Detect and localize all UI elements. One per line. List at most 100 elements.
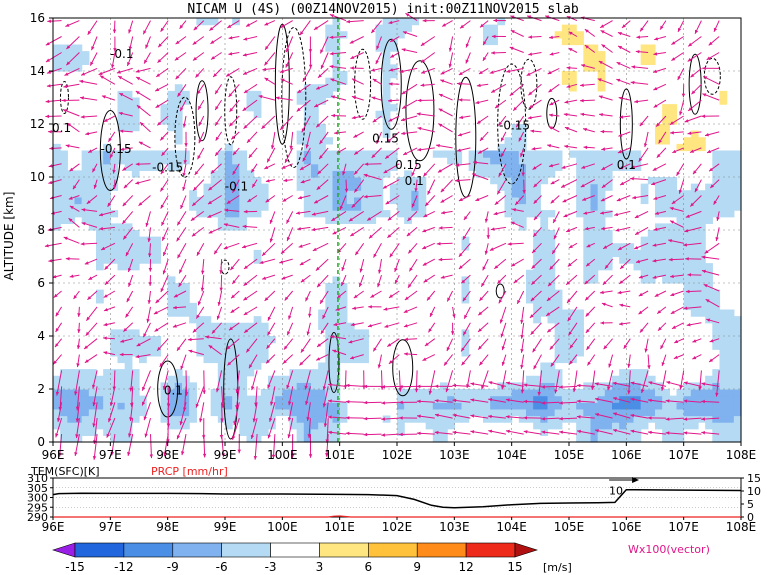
field-cell [411, 395, 420, 403]
field-cell [404, 402, 412, 410]
wind-vector-head [354, 151, 359, 155]
wind-vector-head [653, 227, 658, 231]
field-cell [160, 104, 169, 112]
wind-vector-head [458, 71, 463, 75]
field-cell [733, 362, 742, 370]
wind-vector-head [567, 262, 572, 267]
field-cell [690, 256, 699, 264]
field-cell [339, 71, 348, 79]
wind-vector-head [279, 260, 284, 264]
field-cell [382, 84, 391, 92]
wind-vector-head [630, 429, 635, 433]
field-cell [260, 203, 269, 211]
wind-vector-head [713, 200, 717, 205]
field-cell [705, 190, 713, 198]
wind-vector-head [644, 348, 648, 353]
wind-vector-head [463, 216, 468, 220]
field-cell [432, 435, 441, 443]
field-cell [117, 157, 126, 165]
wind-vector-head [265, 45, 269, 50]
wind-vector-head [653, 86, 658, 91]
wind-vector-head [46, 84, 51, 88]
wind-vector-head [709, 167, 713, 172]
field-cell [124, 117, 133, 125]
field-cell [619, 256, 627, 264]
field-cell [210, 183, 219, 191]
field-cell [81, 422, 90, 430]
wind-vector-head [576, 383, 581, 388]
wind-vector-head [440, 275, 445, 279]
wind-vector-head [417, 98, 422, 103]
wind-vector-head [73, 185, 77, 190]
wind-vector-head [479, 297, 484, 301]
field-cell [210, 329, 219, 337]
wind-vector-head [702, 66, 706, 71]
field-cell [504, 210, 513, 218]
field-cell [289, 369, 298, 377]
wind-vector-head [149, 454, 153, 459]
wind-vector-head [549, 101, 554, 106]
wind-vector-head [668, 239, 672, 243]
field-cell [339, 216, 348, 224]
wind-vector-head [48, 180, 53, 185]
wind-vector-head [448, 63, 452, 68]
field-cell [440, 408, 448, 417]
wind-vector-head [319, 140, 323, 145]
wind-vector-head [304, 385, 308, 390]
wind-vector-head [461, 279, 466, 284]
wind-vector-head [248, 154, 253, 158]
field-cell [540, 216, 549, 224]
field-cell [483, 415, 491, 423]
field-cell [511, 170, 520, 178]
wind-vector-head [215, 106, 219, 110]
field-cell [461, 415, 470, 423]
wind-vector-head [207, 214, 212, 218]
wind-vector-head [229, 107, 234, 112]
wind-vector-head [337, 294, 341, 299]
wind-vector-head [490, 227, 495, 231]
wind-vector-head [595, 397, 599, 401]
field-cell [547, 382, 556, 390]
field-cell [698, 210, 706, 218]
wind-vector-head [619, 115, 624, 119]
wind-vector-head [512, 208, 516, 212]
wind-vector-head [176, 435, 181, 440]
field-cell [461, 283, 470, 291]
field-cell [303, 369, 312, 377]
wind-vector-head [118, 111, 123, 116]
field-cell [533, 389, 541, 397]
wind-vector-head [630, 413, 635, 418]
wind-vector-head [422, 262, 427, 266]
field-cell [139, 336, 147, 344]
field-cell [518, 203, 527, 211]
field-cell [597, 243, 606, 251]
field-cell [60, 57, 68, 65]
wind-vector-head [161, 151, 166, 156]
field-cell [117, 402, 126, 410]
field-cell [504, 408, 513, 417]
field-cell [511, 130, 520, 138]
wind-vector-head [267, 434, 271, 439]
field-cell [382, 37, 391, 46]
field-cell [318, 395, 326, 403]
field-cell [167, 276, 176, 284]
field-cell [597, 223, 606, 231]
field-cell [411, 415, 420, 423]
field-cell [662, 389, 670, 397]
field-cell [683, 223, 692, 231]
field-cell [726, 375, 735, 383]
field-cell [447, 415, 455, 423]
field-cell [139, 157, 147, 165]
wind-vector-head [450, 331, 455, 335]
field-cell [332, 395, 341, 403]
field-cell [382, 71, 391, 79]
field-cell [726, 389, 735, 397]
field-cell [339, 402, 348, 410]
wind-vector-head [103, 336, 107, 340]
wind-vector-head [202, 390, 206, 394]
wind-vector-head [116, 70, 121, 74]
wind-vector-head [420, 42, 425, 46]
wind-vector-head [506, 429, 510, 434]
contour-labels: -0.10.1-0.150.15-0.15 0.15-0.150.10.1-0.1… [52, 47, 636, 398]
field-cell [461, 389, 470, 397]
